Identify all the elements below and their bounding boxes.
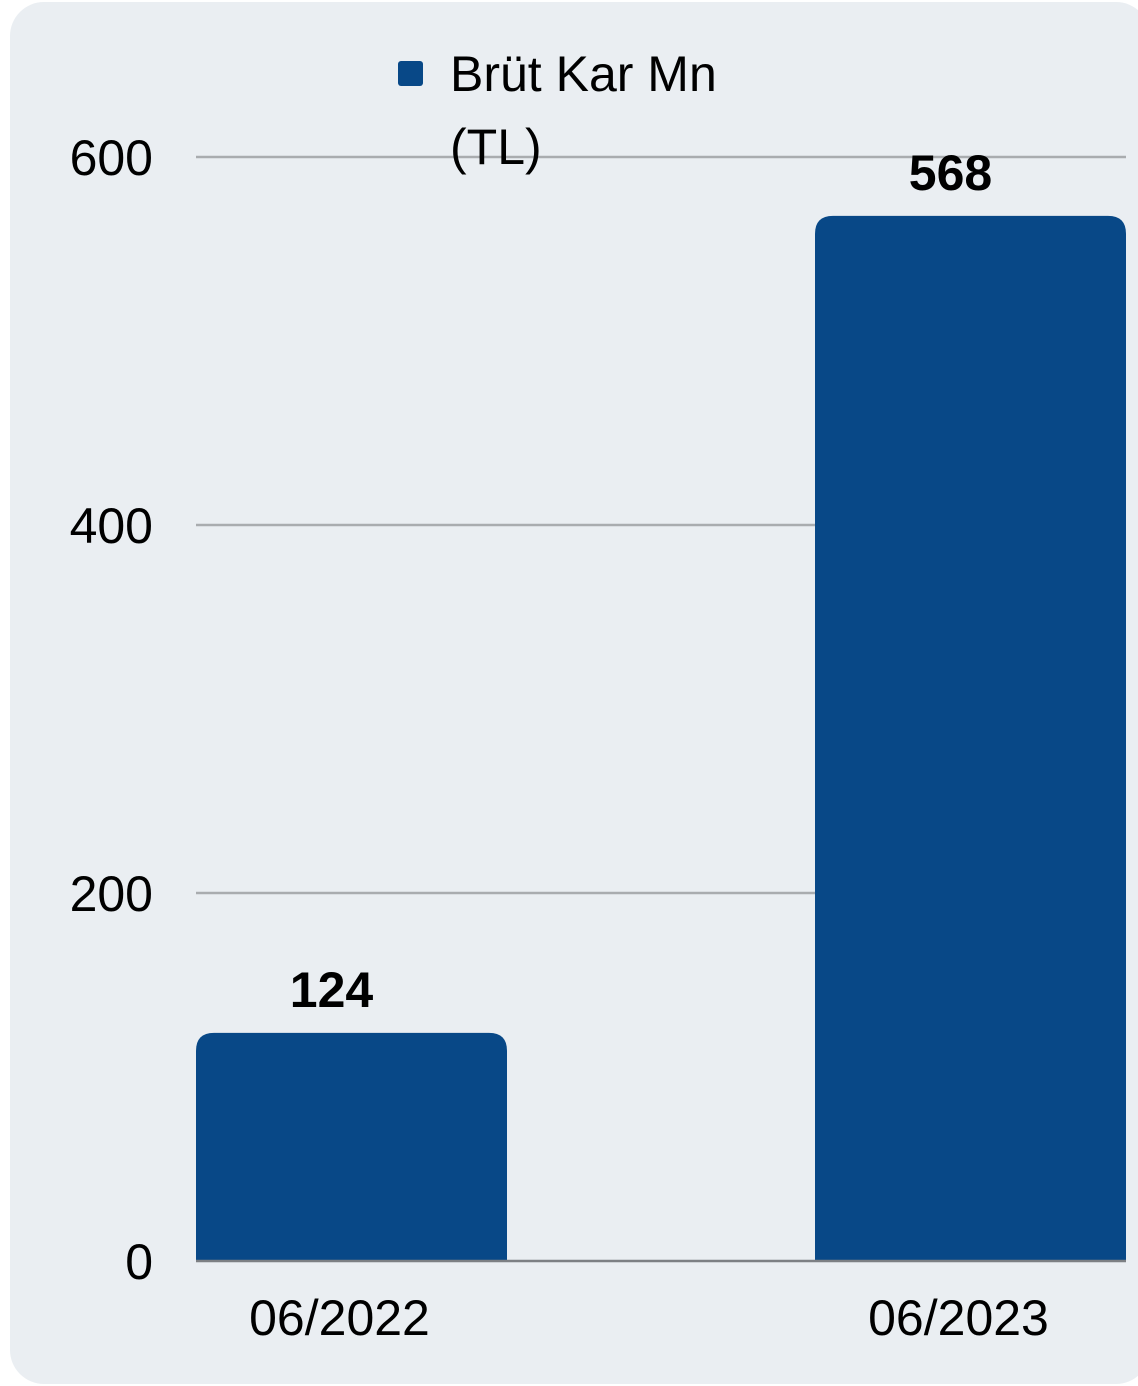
legend-label-line-1: Brüt Kar Mn	[450, 46, 717, 102]
y-tick-label-400: 400	[70, 498, 153, 554]
y-tick-label-600: 600	[70, 130, 153, 186]
x-tick-label-06/2023: 06/2023	[868, 1290, 1049, 1346]
y-axis-ticks: 0 200 400 600	[70, 130, 153, 1290]
bar-06/2023	[815, 215, 1126, 1261]
y-tick-label-0: 0	[125, 1234, 153, 1290]
bar-06/2022	[196, 1032, 507, 1261]
y-tick-label-200: 200	[70, 866, 153, 922]
x-tick-label-06/2022: 06/2022	[249, 1290, 430, 1346]
data-label-06/2023: 568	[909, 145, 992, 201]
legend: Brüt Kar Mn (TL)	[398, 46, 717, 175]
x-axis-ticks: 06/2022 06/2023	[249, 1290, 1049, 1346]
data-label-06/2022: 124	[290, 962, 374, 1018]
data-labels: 124 568	[290, 145, 992, 1018]
bars	[196, 215, 1126, 1261]
legend-swatch	[398, 61, 423, 86]
legend-label-line-2: (TL)	[450, 119, 542, 175]
